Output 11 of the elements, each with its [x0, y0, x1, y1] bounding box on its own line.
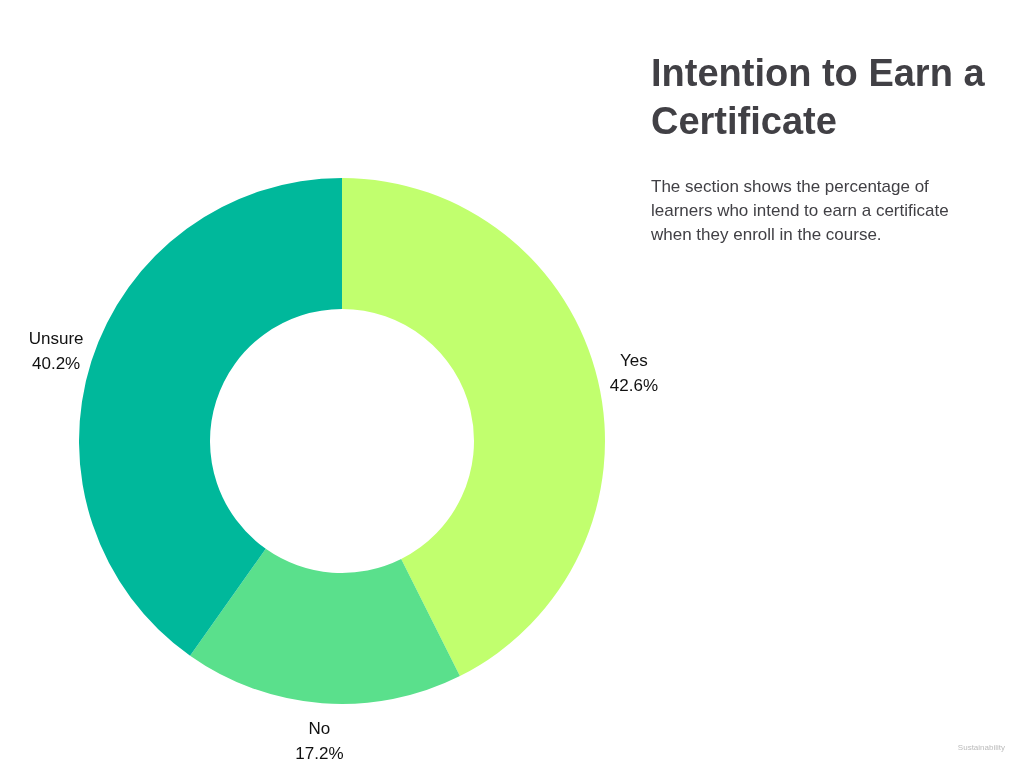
- data-label: 42.6%: [609, 375, 659, 395]
- slice-label: Yes: [620, 350, 648, 370]
- slice-label: Unsure: [28, 329, 84, 349]
- text: The section shows the percentage of learners who intend to earn a certificate when they enroll in the course.: [650, 177, 949, 244]
- data-label: 40.2%: [32, 354, 81, 374]
- data-label: 17.2%: [295, 744, 344, 764]
- donut-slice: [342, 178, 605, 677]
- donut-slice: [190, 548, 460, 704]
- text: Sustainability: [957, 743, 1005, 752]
- slice-label: No: [308, 719, 331, 739]
- text: Intention to Earn a Certificate: [651, 52, 986, 142]
